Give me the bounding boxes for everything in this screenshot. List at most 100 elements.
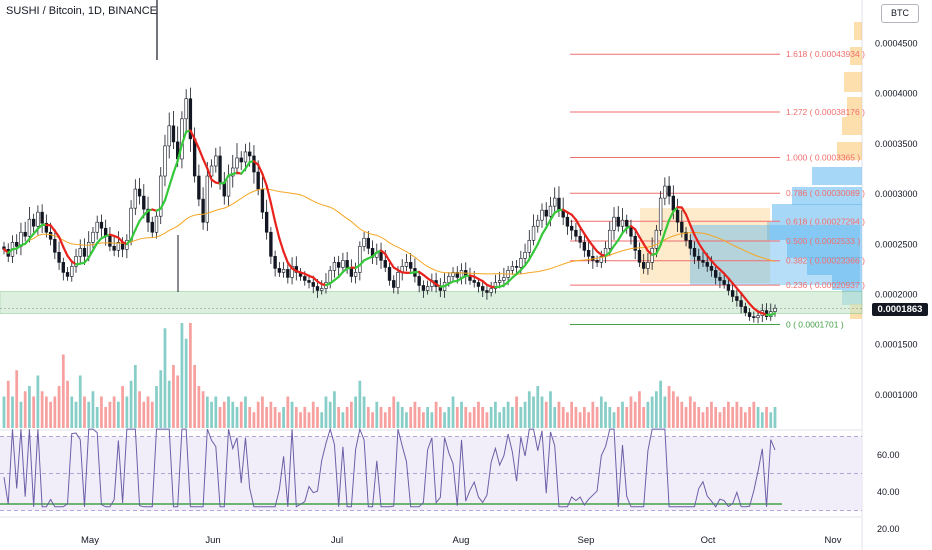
volume-bar xyxy=(282,407,285,428)
candle-body xyxy=(586,250,591,257)
volume-bar xyxy=(608,407,612,428)
candle-body xyxy=(349,268,354,277)
volume-bar xyxy=(155,386,158,428)
volume-bar xyxy=(599,396,603,428)
volume-bar xyxy=(582,407,586,428)
supertrend-segment xyxy=(282,250,289,264)
candle-body xyxy=(565,216,570,227)
candle-body xyxy=(569,225,574,231)
price-axis-tick: 0.0001000 xyxy=(875,390,918,400)
time-axis-label: Oct xyxy=(701,535,716,546)
candle-body xyxy=(735,296,739,301)
supertrend-segment xyxy=(697,242,705,252)
supertrend-segment xyxy=(53,229,61,239)
volume-bar xyxy=(235,407,239,428)
volume-bar xyxy=(74,401,78,428)
candle-body xyxy=(137,188,142,197)
volume-bar xyxy=(104,407,108,428)
candle-body xyxy=(341,260,345,268)
candle-body xyxy=(362,237,366,247)
candle-body xyxy=(248,151,252,157)
supertrend-segment xyxy=(206,167,213,181)
candle-body xyxy=(78,248,82,257)
supertrend-segment xyxy=(202,157,209,170)
volume-bar xyxy=(328,401,332,428)
fib-level-label: 1.000 ( 0.0003365 ) xyxy=(786,152,860,162)
candle-body xyxy=(409,262,413,269)
volume-bar xyxy=(629,396,633,428)
candle-body xyxy=(260,188,265,213)
candle-body xyxy=(497,280,502,283)
supertrend-segment xyxy=(223,174,230,185)
currency-badge[interactable]: BTC xyxy=(881,4,919,23)
volume-bar xyxy=(11,396,14,428)
volume-bar xyxy=(210,401,213,428)
volume-bar xyxy=(409,407,413,428)
supertrend-segment xyxy=(549,211,556,221)
supertrend-segment xyxy=(528,250,535,261)
candle-body xyxy=(383,260,387,268)
volume-bar xyxy=(32,396,36,428)
volume-bar xyxy=(705,407,709,428)
supertrend-segment xyxy=(659,231,666,247)
volume-bar xyxy=(294,407,298,428)
candle-body xyxy=(671,195,676,211)
volume-bar xyxy=(244,396,247,428)
candle-body xyxy=(680,221,684,233)
volume-bar xyxy=(688,396,692,428)
volume-profile-bar xyxy=(792,187,862,205)
candle-body xyxy=(756,315,760,318)
candle-body xyxy=(468,276,472,281)
volume-bar xyxy=(760,412,764,428)
candle-body xyxy=(544,209,548,217)
supertrend-segment xyxy=(87,249,95,259)
volume-bar xyxy=(667,386,671,428)
volume-bar xyxy=(727,401,730,428)
candle-body xyxy=(714,270,718,278)
supertrend-segment xyxy=(274,220,281,240)
candle-body xyxy=(582,241,587,251)
candle-body xyxy=(142,195,146,210)
volume-bar xyxy=(15,370,19,428)
volume-bar xyxy=(438,407,442,428)
candle-body xyxy=(209,165,214,177)
volume-bar xyxy=(324,396,328,428)
volume-bar xyxy=(375,401,379,428)
candle-body xyxy=(447,276,451,283)
volume-bar xyxy=(358,380,362,428)
volume-bar xyxy=(621,401,624,428)
volume-bar xyxy=(299,412,302,428)
fib-level-label: 1.272 ( 0.00038176 ) xyxy=(786,107,865,117)
candle-body xyxy=(527,239,531,253)
candle-body xyxy=(688,239,692,249)
volume-bar xyxy=(176,375,180,428)
candle-body xyxy=(366,237,370,249)
volume-bar xyxy=(561,407,565,428)
volume-bar xyxy=(587,412,590,428)
volume-bar xyxy=(570,401,574,428)
volume-bar xyxy=(354,396,357,428)
candle-body xyxy=(485,290,489,293)
candle-body xyxy=(57,252,61,263)
rsi-axis-tick: 40.00 xyxy=(877,487,900,497)
candle-body xyxy=(197,175,201,200)
candle-body xyxy=(311,282,315,287)
volume-bar xyxy=(61,354,65,428)
volume-bar xyxy=(642,407,646,428)
volume-bar xyxy=(485,412,489,428)
supertrend-segment xyxy=(138,214,145,222)
volume-bar xyxy=(388,407,391,428)
candle-body xyxy=(514,266,519,268)
volume-bar xyxy=(638,391,641,428)
volume-bar xyxy=(316,407,319,428)
volume-bar xyxy=(184,338,188,428)
supertrend-segment xyxy=(693,233,700,245)
supertrend-segment xyxy=(57,235,65,249)
volume-profile-bar xyxy=(837,142,862,160)
supertrend-segment xyxy=(608,244,616,254)
volume-bar xyxy=(112,396,116,428)
price-axis-tick: 0.0002000 xyxy=(875,290,918,300)
volume-bar xyxy=(769,412,773,428)
volume-bar xyxy=(519,407,523,428)
